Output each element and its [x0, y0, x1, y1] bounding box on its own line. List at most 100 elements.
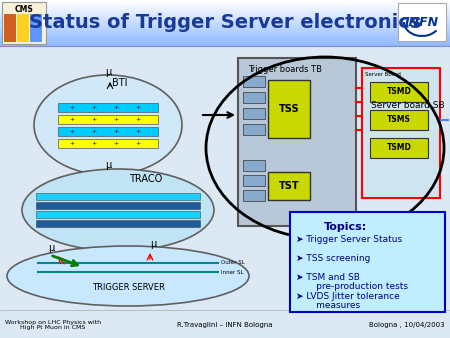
- FancyBboxPatch shape: [0, 28, 450, 29]
- FancyBboxPatch shape: [243, 76, 265, 87]
- Text: +: +: [91, 141, 97, 146]
- Text: Workshop on LHC Physics with
High Pt Muon in CMS: Workshop on LHC Physics with High Pt Muo…: [5, 320, 101, 331]
- FancyBboxPatch shape: [243, 124, 265, 135]
- Text: +: +: [69, 129, 75, 134]
- Text: Trigger boards TB: Trigger boards TB: [248, 65, 322, 74]
- FancyBboxPatch shape: [290, 212, 445, 312]
- FancyBboxPatch shape: [0, 36, 450, 37]
- Text: measures: measures: [296, 301, 360, 310]
- FancyBboxPatch shape: [0, 9, 450, 10]
- FancyBboxPatch shape: [0, 35, 450, 36]
- Text: TRACO: TRACO: [130, 174, 162, 184]
- FancyBboxPatch shape: [0, 1, 450, 2]
- FancyBboxPatch shape: [36, 193, 200, 200]
- FancyBboxPatch shape: [0, 22, 450, 23]
- Text: Server board SB: Server board SB: [371, 100, 445, 110]
- Ellipse shape: [7, 246, 249, 306]
- FancyBboxPatch shape: [30, 14, 42, 42]
- FancyBboxPatch shape: [58, 127, 158, 136]
- FancyBboxPatch shape: [17, 14, 29, 42]
- FancyBboxPatch shape: [0, 26, 450, 27]
- FancyBboxPatch shape: [398, 3, 446, 41]
- FancyBboxPatch shape: [4, 14, 16, 42]
- FancyBboxPatch shape: [0, 40, 450, 41]
- FancyBboxPatch shape: [243, 160, 265, 171]
- FancyBboxPatch shape: [0, 21, 450, 22]
- Text: Server Board: Server Board: [365, 72, 401, 77]
- FancyBboxPatch shape: [0, 42, 450, 43]
- FancyBboxPatch shape: [0, 31, 450, 32]
- FancyBboxPatch shape: [0, 38, 450, 39]
- FancyBboxPatch shape: [370, 138, 428, 158]
- FancyBboxPatch shape: [362, 68, 440, 198]
- FancyBboxPatch shape: [0, 32, 450, 33]
- FancyBboxPatch shape: [36, 211, 200, 218]
- FancyBboxPatch shape: [0, 11, 450, 12]
- Text: +: +: [135, 129, 140, 134]
- FancyBboxPatch shape: [0, 27, 450, 28]
- Text: ➤ TSS screening: ➤ TSS screening: [296, 254, 370, 263]
- FancyBboxPatch shape: [0, 4, 450, 5]
- Text: +: +: [113, 105, 119, 110]
- Text: μ: μ: [105, 67, 111, 77]
- FancyBboxPatch shape: [0, 8, 450, 9]
- Text: Status of Trigger Server electronics: Status of Trigger Server electronics: [29, 14, 421, 32]
- FancyBboxPatch shape: [243, 175, 265, 186]
- FancyBboxPatch shape: [0, 46, 450, 338]
- FancyBboxPatch shape: [0, 15, 450, 16]
- FancyBboxPatch shape: [36, 202, 200, 209]
- FancyBboxPatch shape: [2, 2, 46, 44]
- FancyBboxPatch shape: [0, 29, 450, 30]
- FancyBboxPatch shape: [0, 37, 450, 38]
- FancyBboxPatch shape: [0, 17, 450, 18]
- FancyBboxPatch shape: [0, 2, 450, 3]
- FancyBboxPatch shape: [0, 12, 450, 13]
- FancyBboxPatch shape: [0, 41, 450, 42]
- FancyBboxPatch shape: [0, 30, 450, 31]
- Text: ➤ TSM and SB: ➤ TSM and SB: [296, 273, 360, 282]
- FancyBboxPatch shape: [0, 39, 450, 40]
- FancyBboxPatch shape: [370, 110, 428, 130]
- Text: +: +: [113, 129, 119, 134]
- FancyBboxPatch shape: [58, 103, 158, 112]
- FancyBboxPatch shape: [0, 25, 450, 26]
- Text: +: +: [113, 141, 119, 146]
- FancyBboxPatch shape: [0, 34, 450, 35]
- Text: pre-production tests: pre-production tests: [296, 282, 408, 291]
- FancyBboxPatch shape: [268, 172, 310, 200]
- Text: TSS: TSS: [279, 104, 299, 114]
- FancyBboxPatch shape: [0, 24, 450, 25]
- FancyBboxPatch shape: [0, 7, 450, 8]
- Text: +: +: [69, 105, 75, 110]
- FancyBboxPatch shape: [0, 3, 450, 4]
- FancyBboxPatch shape: [0, 16, 450, 17]
- Text: Topics:: Topics:: [324, 222, 367, 232]
- FancyBboxPatch shape: [58, 139, 158, 148]
- Text: +: +: [91, 129, 97, 134]
- Text: +: +: [91, 105, 97, 110]
- FancyBboxPatch shape: [0, 33, 450, 34]
- Text: μ: μ: [150, 239, 156, 249]
- Text: +: +: [135, 117, 140, 122]
- FancyBboxPatch shape: [0, 44, 450, 45]
- Text: TSMS: TSMS: [387, 116, 411, 124]
- FancyBboxPatch shape: [243, 190, 265, 201]
- FancyBboxPatch shape: [0, 10, 450, 11]
- Text: +: +: [69, 117, 75, 122]
- FancyBboxPatch shape: [0, 45, 450, 46]
- FancyBboxPatch shape: [36, 220, 200, 227]
- Text: Inner SL: Inner SL: [221, 269, 243, 274]
- Text: +: +: [69, 141, 75, 146]
- Text: TST: TST: [279, 181, 299, 191]
- FancyBboxPatch shape: [58, 115, 158, 124]
- Text: TRIGGER SERVER: TRIGGER SERVER: [91, 284, 164, 292]
- Text: +: +: [113, 117, 119, 122]
- Text: R.Travaglini – INFN Bologna: R.Travaglini – INFN Bologna: [177, 322, 273, 328]
- Text: ➤ Trigger Server Status: ➤ Trigger Server Status: [296, 235, 402, 244]
- FancyBboxPatch shape: [243, 108, 265, 119]
- FancyBboxPatch shape: [0, 6, 450, 7]
- Text: μ: μ: [48, 243, 54, 253]
- FancyBboxPatch shape: [0, 43, 450, 44]
- Text: CMS: CMS: [14, 5, 33, 14]
- Ellipse shape: [34, 75, 182, 175]
